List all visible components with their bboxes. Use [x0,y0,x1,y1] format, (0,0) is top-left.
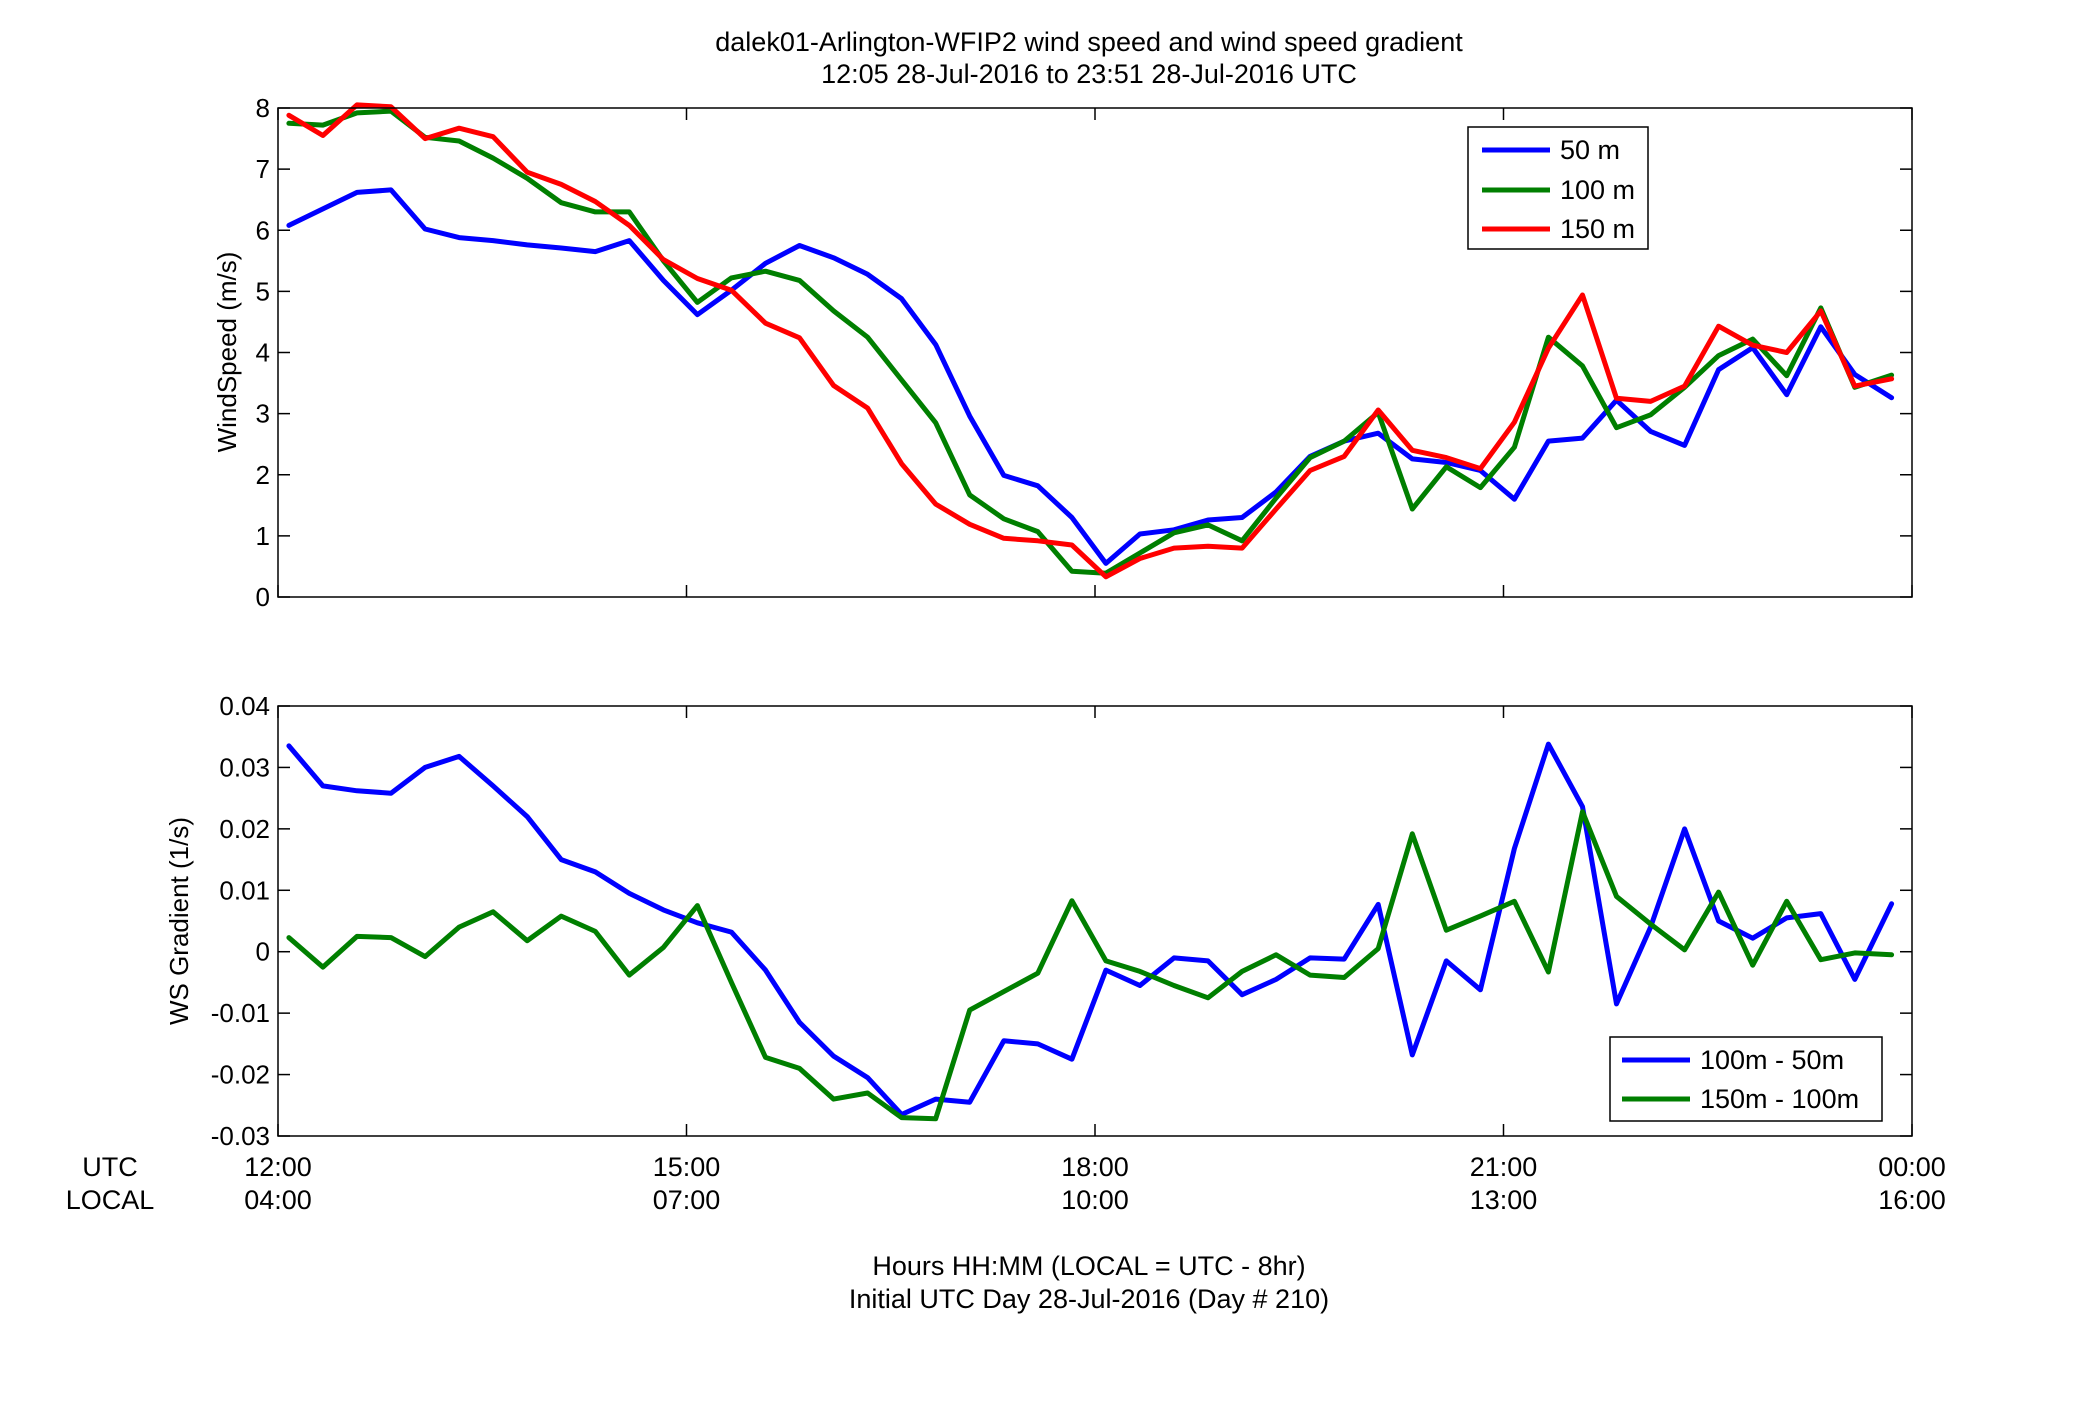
x-tick-label-local: 04:00 [244,1185,312,1215]
x-tick-label-utc: 21:00 [1470,1152,1538,1182]
windspeed-legend: 50 m 100 m 150 m [1467,126,1649,250]
windspeed-y-axis-label: WindSpeed (m/s) [212,252,242,453]
legend-label-100m: 100 m [1560,175,1635,205]
gradient-legend-box [1609,1036,1883,1122]
windspeed-ytick-label: 6 [256,215,270,245]
windspeed-ytick-label: 3 [256,399,270,429]
windspeed-y-ticks: 0 1 2 3 4 5 6 7 8 [256,93,1912,612]
x-row-label-local: LOCAL [66,1185,155,1215]
windspeed-ytick-label: 5 [256,276,270,306]
x-axis-label-line1: Hours HH:MM (LOCAL = UTC - 8hr) [872,1251,1305,1281]
gradient-panel: -0.03 -0.02 -0.01 0 0.01 0.02 0.03 0.04 WS Grad… [164,691,1913,1151]
x-tick-label-utc: 12:00 [244,1152,312,1182]
windspeed-ytick-label: 7 [256,154,270,184]
x-tick-label-utc: 15:00 [653,1152,721,1182]
x-row-label-utc: UTC [82,1152,138,1182]
gradient-ytick-label: -0.02 [211,1060,270,1090]
x-axis-label-line2: Initial UTC Day 28-Jul-2016 (Day # 210) [849,1284,1329,1314]
gradient-ytick-label: -0.01 [211,998,270,1028]
legend-label-100m-50m: 100m - 50m [1700,1045,1844,1075]
windspeed-plot-area [278,108,1912,597]
windspeed-x-ticks [277,108,1913,597]
x-tick-label-local: 13:00 [1470,1185,1538,1215]
gradient-ytick-label: 0.02 [219,814,270,844]
legend-label-150m-100m: 150m - 100m [1700,1084,1859,1114]
gradient-ytick-label: -0.03 [211,1121,270,1151]
gradient-series-group [286,741,1895,1122]
gradient-x-ticks [277,706,1913,1136]
gradient-ytick-label: 0.04 [219,691,270,721]
windspeed-ytick-label: 4 [256,338,270,368]
windspeed-panel: 0 1 2 3 4 5 6 7 8 WindSpeed (m/s) 50 m 100 m 150… [212,93,1913,612]
windspeed-series-150m-line [286,102,1895,580]
windspeed-series-50m-line [286,187,1895,566]
gradient-series-100m-50m-line [286,741,1895,1117]
chart-title-line2: 12:05 28-Jul-2016 to 23:51 28-Jul-2016 U… [821,59,1357,89]
x-tick-label-utc: 18:00 [1061,1152,1129,1182]
gradient-y-ticks: -0.03 -0.02 -0.01 0 0.01 0.02 0.03 0.04 [211,691,1912,1151]
x-tick-label-local: 16:00 [1878,1185,1946,1215]
gradient-series-150m-100m-line [286,809,1895,1122]
gradient-legend: 100m - 50m 150m - 100m [1609,1036,1883,1122]
windspeed-series-100m-line [286,108,1895,576]
windspeed-ytick-label: 0 [256,582,270,612]
gradient-ytick-label: 0.01 [219,875,270,905]
gradient-ytick-label: 0 [256,937,270,967]
windspeed-ytick-label: 2 [256,460,270,490]
legend-label-50m: 50 m [1560,135,1620,165]
legend-label-150m: 150 m [1560,214,1635,244]
windspeed-series-group [286,102,1895,580]
x-tick-label-utc: 00:00 [1878,1152,1946,1182]
gradient-ytick-label: 0.03 [219,752,270,782]
x-tick-label-local: 10:00 [1061,1185,1129,1215]
windspeed-ytick-label: 1 [256,521,270,551]
chart-title-line1: dalek01-Arlington-WFIP2 wind speed and w… [715,27,1463,57]
windspeed-ytick-label: 8 [256,93,270,123]
gradient-y-axis-label: WS Gradient (1/s) [164,817,194,1025]
x-tick-label-local: 07:00 [653,1185,721,1215]
